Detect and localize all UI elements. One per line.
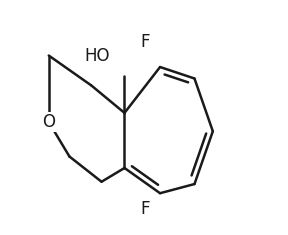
Text: F: F <box>140 33 150 51</box>
Text: F: F <box>140 200 150 218</box>
Text: HO: HO <box>84 47 110 65</box>
Text: O: O <box>42 113 55 131</box>
